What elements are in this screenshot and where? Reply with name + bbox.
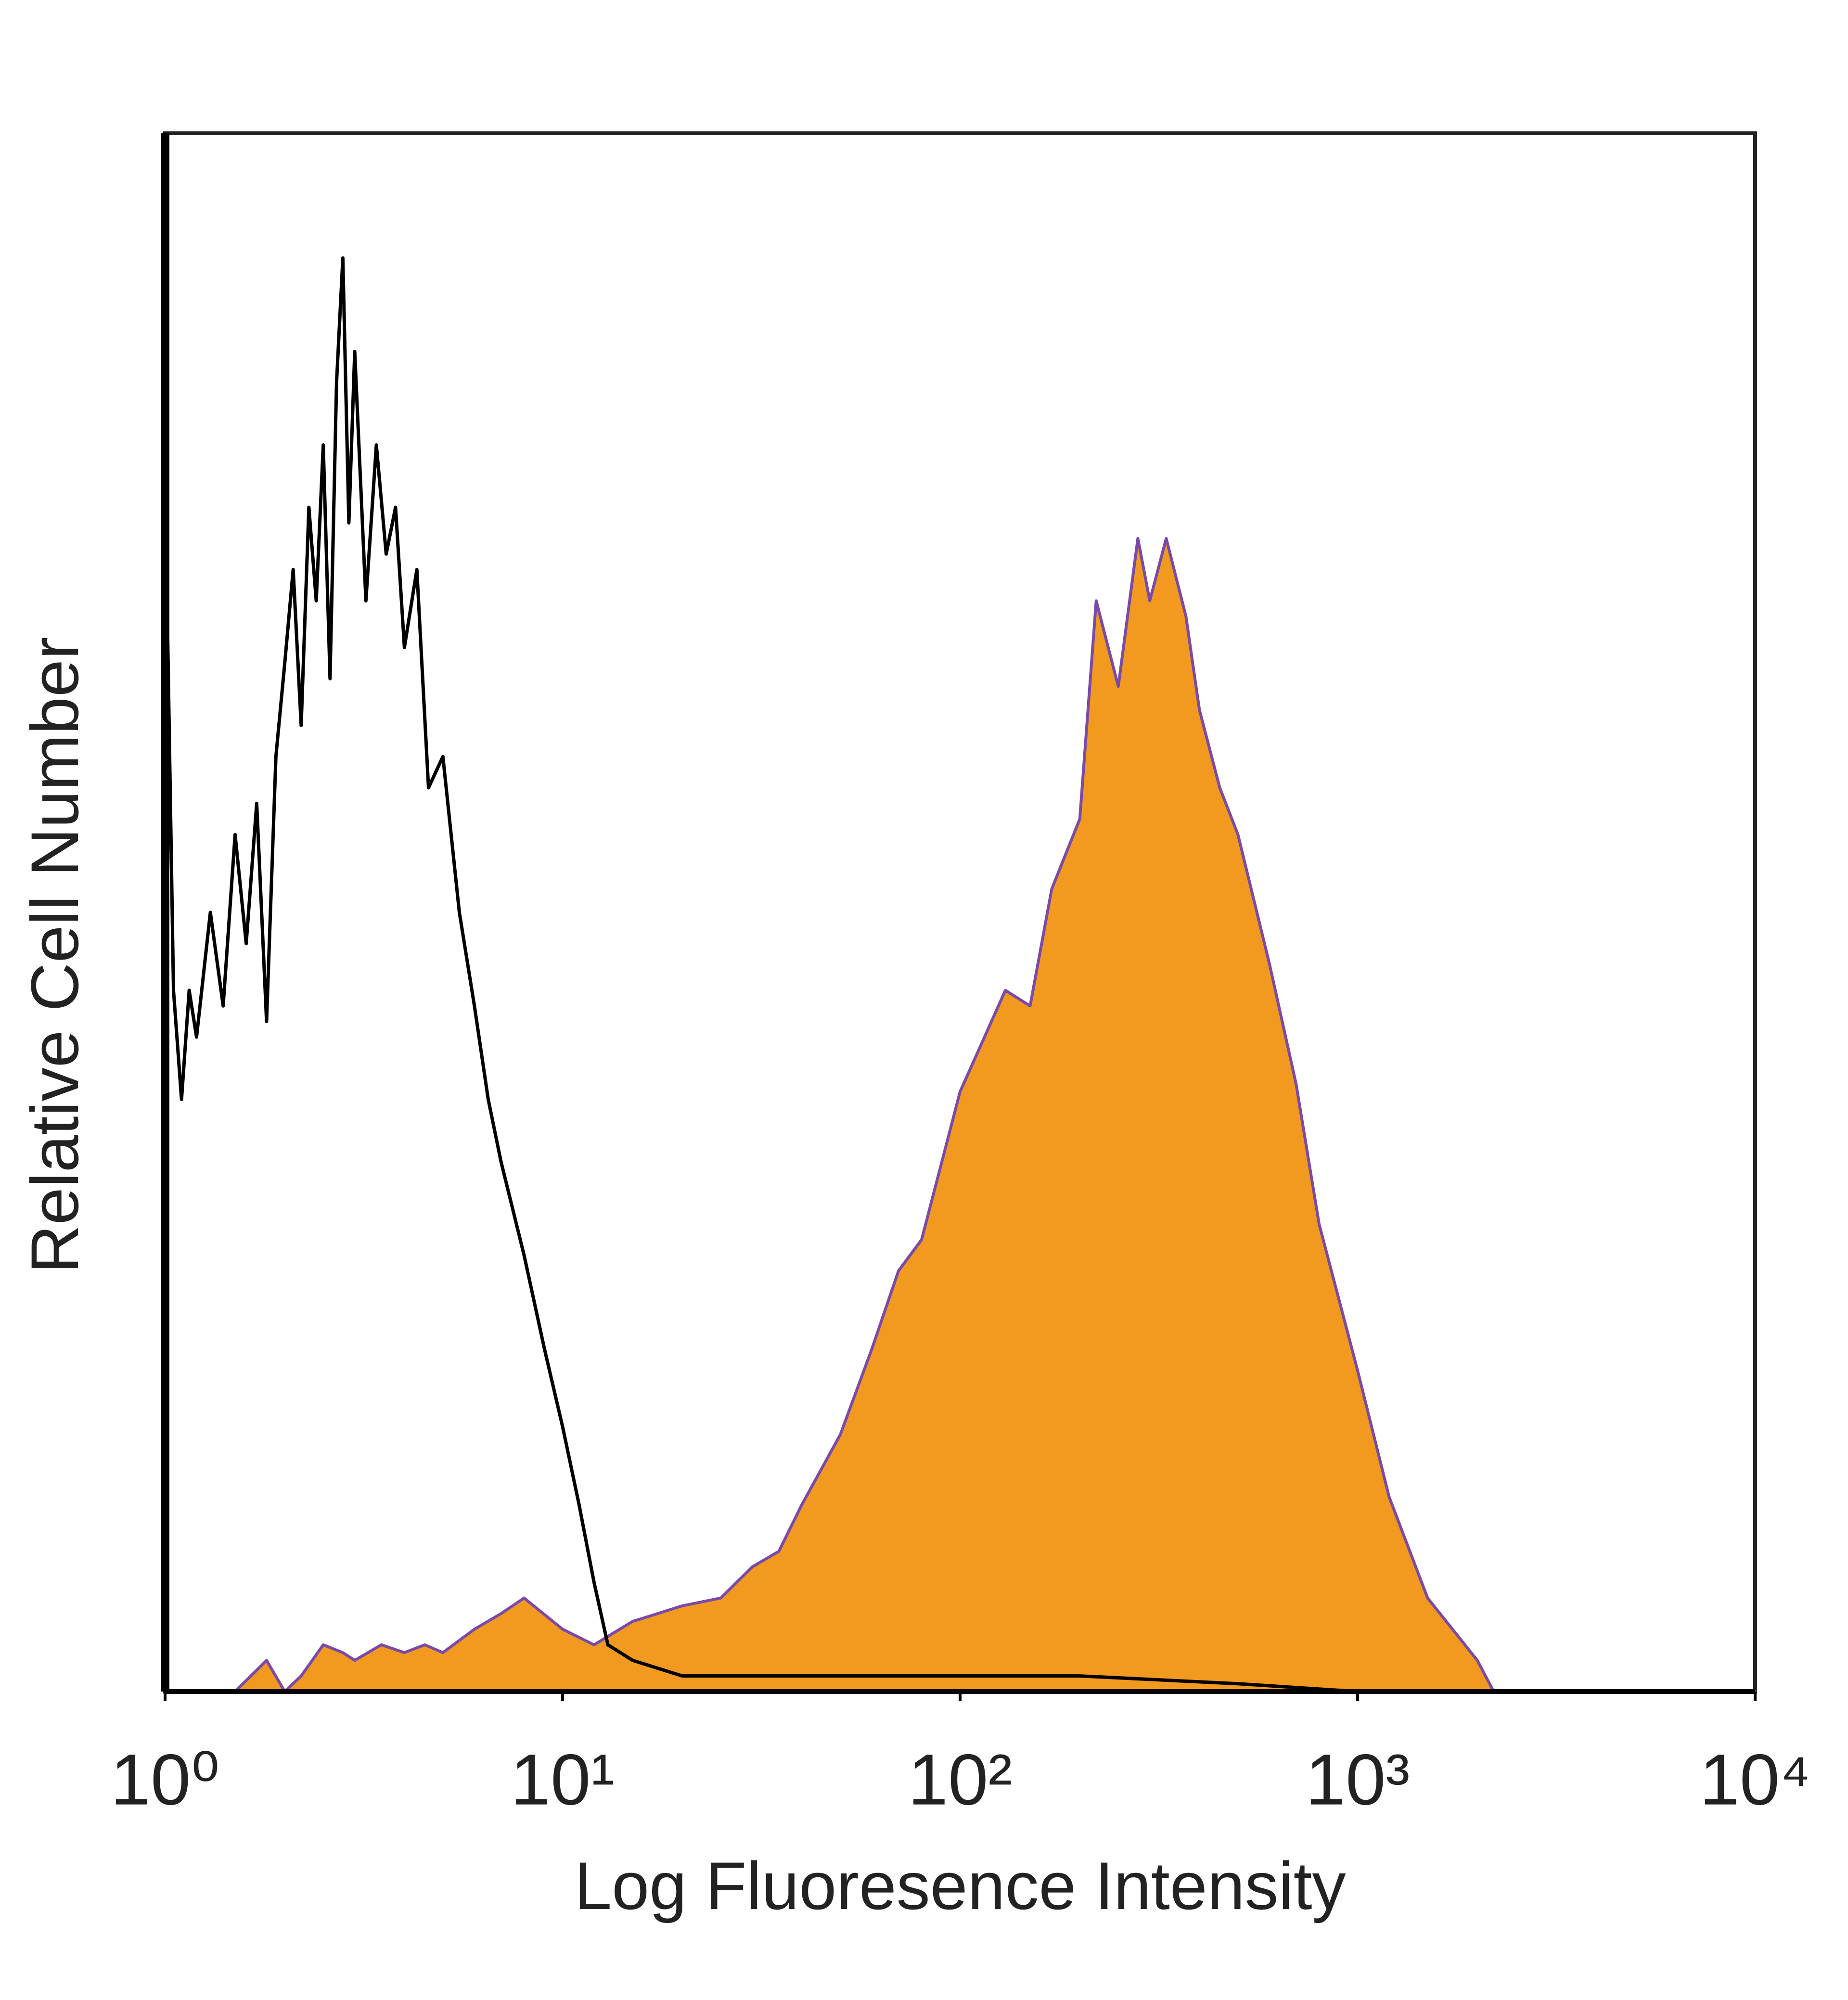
histogram-line (163, 256, 1755, 1693)
x-tick-label: 10⁴ (1699, 1739, 1810, 1820)
x-tick-label: 10⁰ (111, 1739, 220, 1820)
x-tick-label: 10¹ (511, 1739, 615, 1820)
x-axis-label: Log Fluoresence Intensity (574, 1848, 1346, 1923)
x-tick-label: 10³ (1306, 1739, 1410, 1820)
x-tick-label: 10² (908, 1739, 1013, 1820)
histogram-area (164, 537, 1757, 1693)
y-axis-label: Relative Cell Number (17, 637, 92, 1274)
